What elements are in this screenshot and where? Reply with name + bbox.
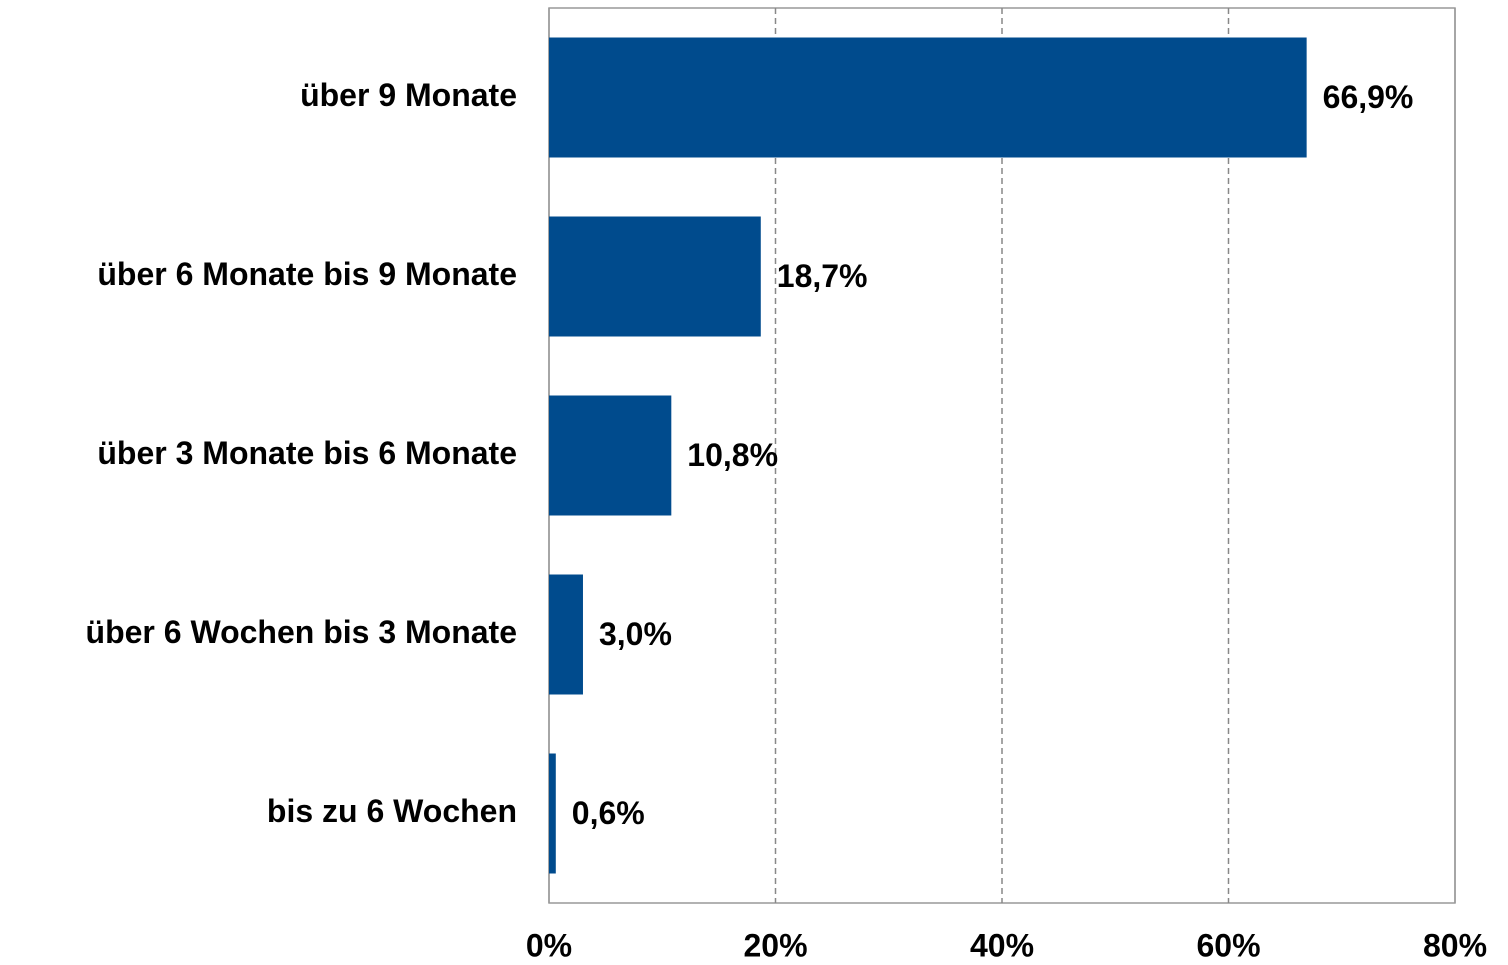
x-tick-label: 60%	[1196, 927, 1260, 963]
x-tick-label: 0%	[526, 927, 572, 963]
value-label: 18,7%	[777, 258, 868, 294]
y-tick-label: über 6 Monate bis 9 Monate	[97, 256, 517, 292]
bar	[549, 395, 672, 516]
bar	[549, 216, 761, 337]
y-tick-label: über 6 Wochen bis 3 Monate	[86, 614, 517, 650]
bar	[549, 753, 556, 874]
y-tick-label: über 9 Monate	[300, 77, 517, 113]
x-tick-label: 40%	[970, 927, 1034, 963]
x-tick-label: 20%	[743, 927, 807, 963]
value-label: 0,6%	[572, 795, 645, 831]
x-tick-label: 80%	[1423, 927, 1487, 963]
bar	[549, 37, 1307, 158]
value-label: 10,8%	[687, 437, 778, 473]
y-tick-label: bis zu 6 Wochen	[267, 793, 517, 829]
value-label: 66,9%	[1323, 79, 1414, 115]
value-label: 3,0%	[599, 616, 672, 652]
bar	[549, 574, 583, 695]
y-tick-label: über 3 Monate bis 6 Monate	[97, 435, 517, 471]
